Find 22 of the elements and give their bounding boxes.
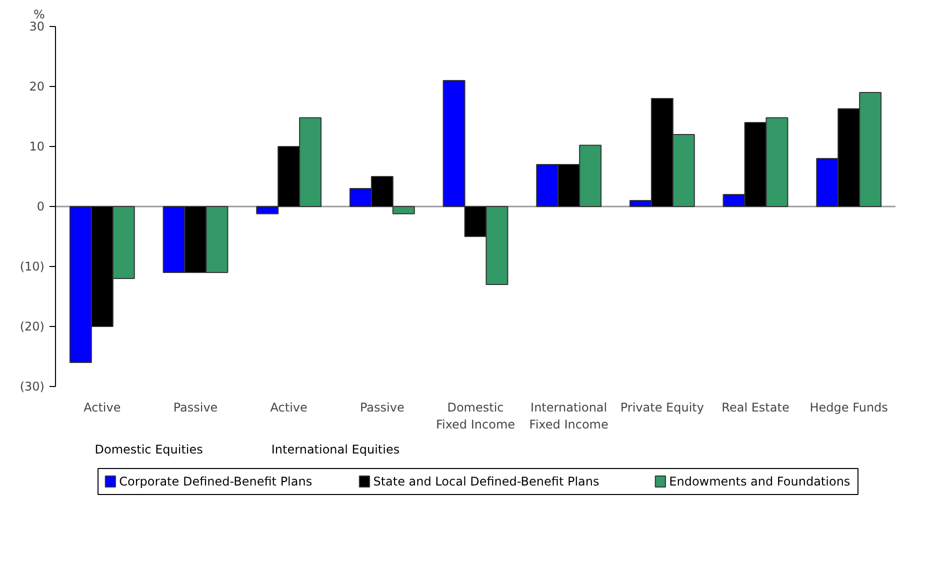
x-tick-label: Real Estate bbox=[722, 400, 790, 414]
y-tick-label: (20) bbox=[20, 320, 45, 334]
x-tick-label: Hedge Funds bbox=[810, 400, 888, 414]
y-tick-label: 30 bbox=[29, 20, 45, 34]
text: International Equities bbox=[271, 442, 400, 456]
y-axis-title: % bbox=[34, 8, 45, 22]
x-tick-label: Active bbox=[270, 400, 308, 414]
x-tick-label: Passive bbox=[173, 400, 218, 414]
x-tick-label: Private Equity bbox=[620, 400, 704, 414]
legend-label: Endowments and Foundations bbox=[669, 474, 850, 488]
y-tick-label: (30) bbox=[20, 380, 45, 394]
y-tick-label: 0 bbox=[36, 200, 45, 214]
y-tick-label: 20 bbox=[29, 80, 45, 94]
legend-label: State and Local Defined-Benefit Plans bbox=[373, 474, 600, 488]
x-tick-label: Passive bbox=[360, 400, 404, 414]
x-tick-label: International Fixed Income bbox=[529, 400, 608, 432]
y-tick-label: 10 bbox=[29, 140, 45, 154]
x-tick-label: Domestic Fixed Income bbox=[436, 400, 516, 432]
x-tick-label: Active bbox=[84, 400, 121, 414]
y-tick-label: (10) bbox=[20, 260, 45, 274]
text: Domestic Equities bbox=[94, 442, 203, 456]
legend-label: Corporate Defined-Benefit Plans bbox=[119, 474, 312, 488]
